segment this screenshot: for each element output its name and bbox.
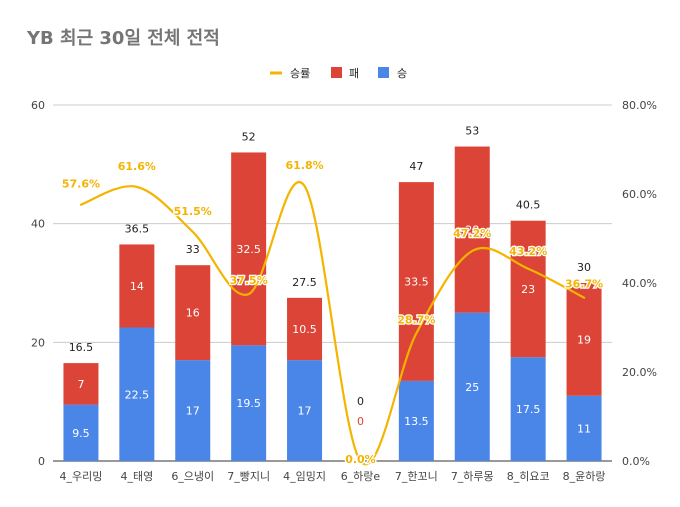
win-rate-labels: 57.6% 61.6% 51.5% 37.5% 61.8% 0.0% 28.7% 47.2% 4… <box>61 158 605 468</box>
y2-tick-label: 0.0% <box>622 455 650 468</box>
bar-loss <box>119 244 155 328</box>
x-tick-label: 7_한꼬니 <box>395 470 438 483</box>
bar-value-labels: 9.5 7 22.5 14 17 16 19.5 32.5 17 10.5 0 13.5 33.5 25 2… <box>72 224 591 440</box>
bar-win <box>231 345 267 461</box>
bar-loss-label: 28 <box>465 224 479 237</box>
bar-series <box>63 146 602 461</box>
bar-loss-label: 32.5 <box>236 243 261 256</box>
bar-loss-label: 10.5 <box>292 323 317 336</box>
bar-win-label: 17 <box>186 405 200 418</box>
bar-win-label: 11 <box>577 422 591 435</box>
legend-label-win: 승 <box>397 67 407 80</box>
win-rate-label: 47.2% <box>453 227 491 240</box>
x-axis: 4_우리밍 4_태영 6_으냉이 7_빵지니 4_임밍지 6_하랑e 7_한꼬니 7_하루몽 8… <box>60 469 606 483</box>
total-label: 47 <box>409 160 423 173</box>
bar-win-label: 19.5 <box>236 397 261 410</box>
win-rate-label: 0.0% <box>345 453 376 466</box>
x-tick-label: 6_으냉이 <box>171 470 214 483</box>
x-tick-label: 4_우리밍 <box>60 470 103 483</box>
y-axis-left: 0 20 40 60 <box>31 99 45 468</box>
chart-legend: 승률 패 승 <box>270 67 407 80</box>
total-label: 36.5 <box>125 222 150 235</box>
legend-label-rate: 승률 <box>290 67 310 80</box>
total-label: 27.5 <box>292 276 317 289</box>
legend-swatch-loss <box>331 67 342 78</box>
total-label: 53 <box>465 125 479 138</box>
bar-loss <box>398 182 434 381</box>
bar-loss-label: 16 <box>186 307 200 320</box>
bar-loss <box>63 363 99 405</box>
bar-win <box>63 404 99 461</box>
bar-win <box>287 360 323 461</box>
bar-loss-label: 23 <box>521 283 535 296</box>
bar-win <box>398 380 434 461</box>
bar-win-label: 17 <box>298 405 312 418</box>
x-tick-label: 7_하루몽 <box>451 469 494 483</box>
x-tick-label: 4_태영 <box>120 470 153 483</box>
y2-tick-label: 20.0% <box>622 366 657 379</box>
legend-swatch-win <box>378 67 389 78</box>
chart-title: YB 최근 30일 전체 전적 <box>26 28 220 49</box>
bar-win-label: 25 <box>465 381 479 394</box>
total-labels: 16.5 36.5 33 52 27.5 0 47 53 40.5 30 <box>69 125 591 408</box>
bar-loss <box>287 297 323 361</box>
total-label: 0 <box>357 395 364 408</box>
y-axis-right: 0.0% 20.0% 40.0% 60.0% 80.0% <box>622 99 657 468</box>
bar-loss <box>175 265 211 361</box>
bar-win <box>454 312 490 461</box>
total-label: 33 <box>186 243 200 256</box>
win-rate-label: 61.8% <box>285 159 323 172</box>
total-label: 30 <box>577 261 591 274</box>
y-tick-label: 0 <box>38 455 45 468</box>
total-label: 40.5 <box>516 199 541 212</box>
bar-loss-label: 19 <box>577 333 591 346</box>
x-tick-label: 8_윤하랑 <box>563 469 606 483</box>
y-tick-label: 60 <box>31 99 45 112</box>
y-tick-label: 20 <box>31 336 45 349</box>
win-rate-label: 51.5% <box>174 205 212 218</box>
win-rate-label: 61.6% <box>118 160 156 173</box>
bar-win <box>510 357 546 461</box>
total-label: 52 <box>242 130 256 143</box>
total-label: 16.5 <box>69 341 94 354</box>
bar-win <box>175 360 211 461</box>
bar-loss-label: 33.5 <box>404 276 429 289</box>
bar-loss-label: 14 <box>130 280 144 293</box>
win-rate-label: 43.2% <box>509 245 547 258</box>
x-tick-label: 7_빵지니 <box>227 470 270 483</box>
legend-label-loss: 패 <box>349 67 359 80</box>
bar-loss <box>454 146 490 313</box>
bar-win-label: 17.5 <box>516 403 541 416</box>
y2-tick-label: 60.0% <box>622 188 657 201</box>
bar-loss <box>231 152 267 346</box>
win-rate-line <box>79 181 586 466</box>
win-rate-label: 28.7% <box>397 313 435 326</box>
y2-tick-label: 40.0% <box>622 277 657 290</box>
win-rate-label: 57.6% <box>62 178 100 191</box>
bar-win <box>119 327 155 461</box>
bar-loss-label: 7 <box>77 378 84 391</box>
y-tick-label: 40 <box>31 218 45 231</box>
bar-loss <box>566 283 602 396</box>
x-tick-label: 8_히요코 <box>507 469 550 483</box>
win-rate-label: 36.7% <box>565 278 603 291</box>
win-rate-path <box>79 181 586 466</box>
win-rate-label: 37.5% <box>230 274 268 287</box>
x-tick-label: 4_임밍지 <box>283 470 326 483</box>
bar-win-label: 22.5 <box>125 388 150 401</box>
bar-loss-label: 0 <box>357 415 364 428</box>
bar-loss <box>510 220 546 358</box>
bar-win <box>566 395 602 461</box>
bar-win-label: 13.5 <box>404 415 429 428</box>
bar-win-label: 9.5 <box>72 427 90 440</box>
y2-tick-label: 80.0% <box>622 99 657 112</box>
x-tick-label: 6_하랑e <box>341 469 381 483</box>
